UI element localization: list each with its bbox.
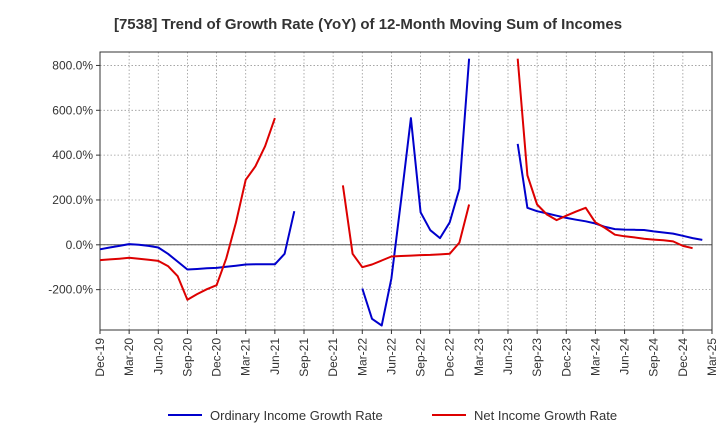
y-tick-label: 0.0%: [66, 238, 94, 252]
net-income-line-segment: [99, 117, 276, 301]
series-lines: [99, 58, 703, 327]
y-tick-label: 400.0%: [52, 148, 93, 162]
x-tick-label: Mar-25: [705, 338, 719, 376]
ordinary-income-legend-label: Ordinary Income Growth Rate: [210, 408, 383, 423]
y-tick-label: 600.0%: [52, 103, 93, 117]
x-tick-label: Sep-22: [414, 338, 428, 377]
net-income-legend-label: Net Income Growth Rate: [474, 408, 617, 423]
x-tick-label: Dec-23: [559, 338, 573, 377]
plot-frame: [99, 51, 713, 331]
legend: Ordinary Income Growth Rate Net Income Gr…: [168, 408, 617, 423]
x-tick-label: Jun-23: [501, 338, 515, 375]
x-tick-label: Sep-20: [180, 338, 194, 377]
ordinary-income-line-segment: [99, 210, 296, 271]
x-tick-label: Dec-24: [676, 338, 690, 377]
ordinary-income-line-segment: [516, 143, 703, 241]
x-tick-label: Jun-22: [384, 338, 398, 375]
x-tick-label: Mar-24: [588, 338, 602, 376]
y-tick-label: 800.0%: [52, 58, 93, 72]
x-tick-label: Jun-24: [618, 338, 632, 375]
y-tick-label: -200.0%: [48, 283, 93, 297]
chart-title: [7538] Trend of Growth Rate (YoY) of 12-…: [114, 16, 622, 33]
ordinary-income-line-segment: [361, 58, 471, 327]
x-tick-label: Mar-23: [472, 338, 486, 376]
x-tick-label: Sep-24: [647, 338, 661, 377]
x-tick-label: Dec-22: [443, 338, 457, 377]
x-tick-label: Jun-21: [268, 338, 282, 375]
x-tick-label: Sep-23: [530, 338, 544, 377]
axes: Dec-19 Mar-20 Jun-20 Sep-20 Dec-20 Mar-21 Jun-…: [48, 51, 719, 377]
x-tick-label: Dec-20: [210, 338, 224, 377]
x-tick-label: Sep-21: [297, 338, 311, 377]
net-income-line-segment: [516, 58, 693, 250]
net-income-line-segment: [341, 185, 471, 269]
x-tick-label: Dec-19: [93, 338, 107, 377]
x-tick-label: Mar-20: [122, 338, 136, 376]
x-tick-label: Dec-21: [326, 338, 340, 377]
grid: [100, 52, 713, 330]
x-tick-label: Jun-20: [151, 338, 165, 375]
x-tick-label: Mar-21: [239, 338, 253, 376]
y-tick-label: 200.0%: [52, 193, 93, 207]
x-tick-label: Mar-22: [355, 338, 369, 376]
